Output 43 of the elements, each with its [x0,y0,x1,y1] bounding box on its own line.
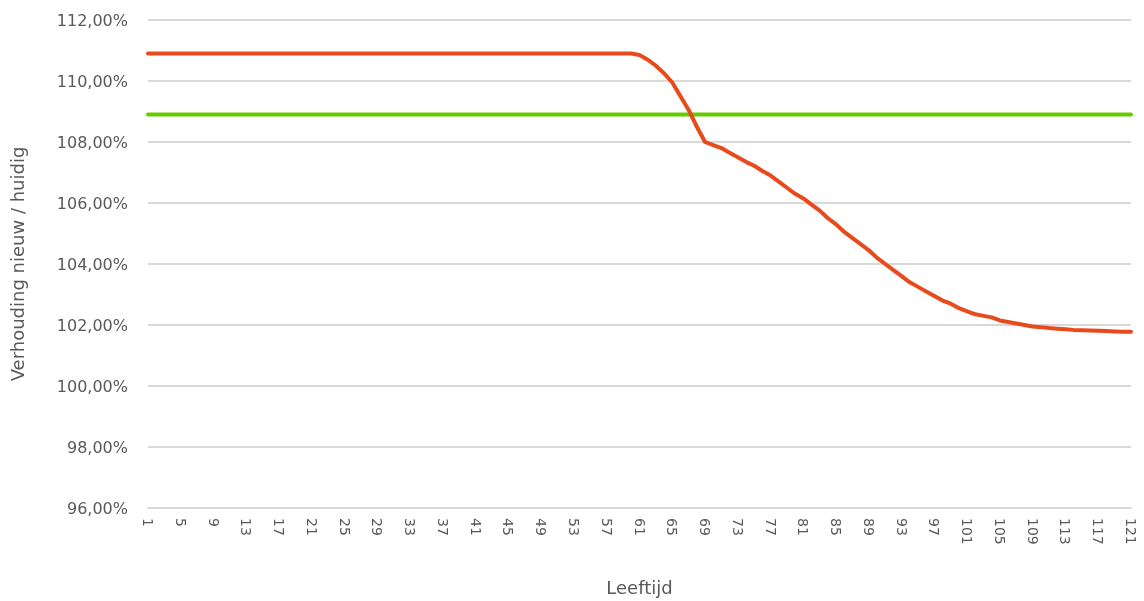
x-tick-label: 17 [271,518,288,536]
y-tick-label: 108,00% [56,132,128,152]
x-tick-label: 13 [238,518,255,536]
x-tick-label: 65 [664,518,681,536]
x-tick-label: 85 [828,518,845,536]
y-axis-title: Verhouding nieuw / huidig [6,146,28,382]
x-tick-label: 93 [893,518,910,536]
x-tick-label: 105 [991,518,1008,545]
x-tick-label: 5 [172,518,189,527]
x-tick-label: 9 [205,518,222,527]
x-axis-title: Leeftijd [606,576,673,598]
x-tick-label: 49 [533,518,550,536]
y-tick-label: 104,00% [56,254,128,274]
x-tick-label: 57 [598,518,615,536]
x-tick-label: 61 [631,518,648,536]
x-tick-label: 33 [402,518,419,536]
line-series [146,51,1133,334]
x-tick-label: 97 [926,518,943,536]
x-tick-label: 117 [1090,518,1107,545]
x-tick-label: 53 [565,518,582,536]
y-tick-label: 98,00% [66,437,128,457]
x-tick-label: 77 [762,518,779,536]
y-tick-label: 96,00% [66,498,128,518]
x-tick-label: 21 [303,518,320,536]
x-tick-label: 29 [369,518,386,536]
y-tick-label: 102,00% [56,315,128,335]
x-tick-label: 41 [467,518,484,536]
x-tick-label: 81 [795,518,812,536]
x-tick-label: 37 [434,518,451,536]
x-tick-label: 101 [959,518,976,545]
y-tick-label: 100,00% [56,376,128,396]
x-tick-label: 73 [729,518,746,536]
x-tick-label: 45 [500,518,517,536]
x-tick-label: 89 [860,518,877,536]
x-tick-label: 109 [1024,518,1041,545]
y-tick-label: 110,00% [56,71,128,91]
x-tick-label: 69 [697,518,714,536]
y-tick-label: 106,00% [56,193,128,213]
x-tick-label: 121 [1123,518,1139,545]
x-tick-label: 25 [336,518,353,536]
x-tick-label: 113 [1057,518,1074,545]
x-tick-label: 1 [140,518,156,527]
y-tick-label: 112,00% [56,10,128,30]
